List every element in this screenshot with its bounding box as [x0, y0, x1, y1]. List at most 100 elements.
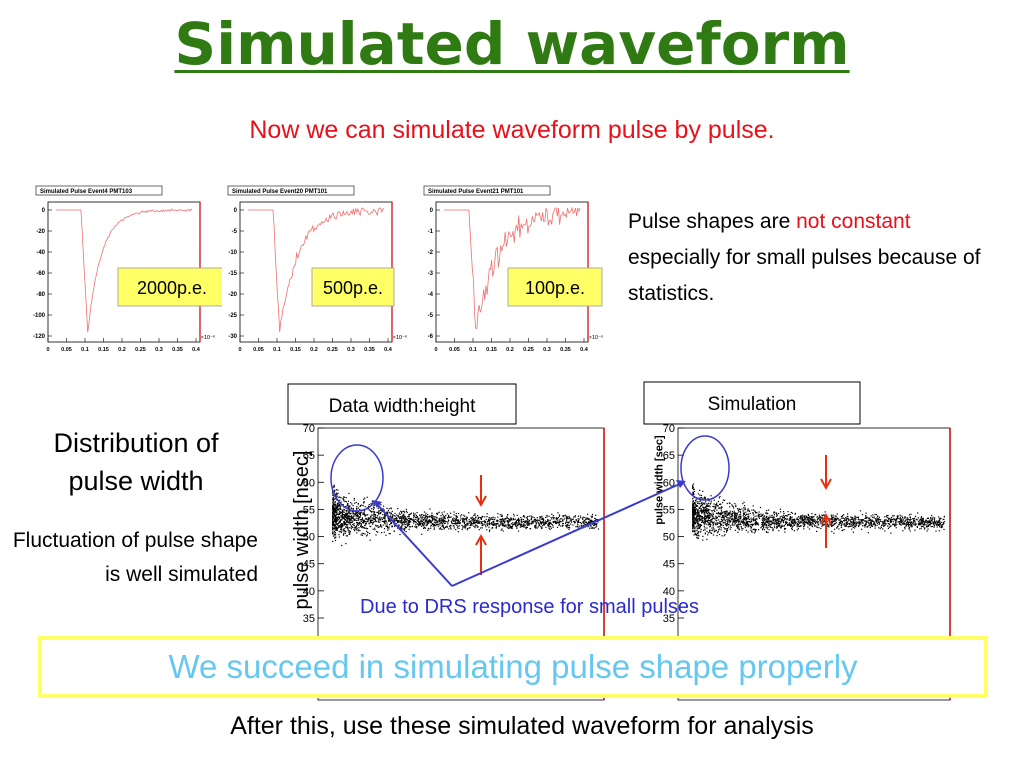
dot	[476, 519, 478, 521]
dot	[405, 520, 407, 522]
dot	[692, 508, 694, 510]
dot	[345, 523, 347, 525]
y-tick-label: -20	[36, 229, 45, 235]
dot	[920, 525, 923, 527]
dot	[914, 521, 916, 523]
dot	[785, 515, 787, 517]
dot	[348, 521, 350, 523]
dot	[803, 518, 805, 521]
dot	[737, 531, 739, 533]
dot	[802, 516, 804, 518]
dot	[702, 498, 704, 500]
dot	[399, 513, 401, 515]
dot	[713, 521, 715, 523]
dot	[450, 520, 452, 522]
dot	[727, 517, 729, 519]
dot	[570, 518, 572, 520]
dot	[541, 527, 543, 530]
dot	[697, 527, 699, 529]
dot	[558, 515, 561, 517]
dot	[918, 522, 920, 524]
dot	[462, 520, 464, 522]
dot	[874, 513, 876, 516]
dot	[736, 518, 738, 520]
dot	[709, 524, 711, 526]
dot	[463, 518, 465, 520]
dot	[878, 523, 880, 525]
dot	[726, 517, 728, 519]
dot	[931, 519, 933, 521]
dot	[698, 524, 700, 527]
dot	[352, 520, 354, 522]
dot	[356, 523, 358, 526]
dot	[522, 516, 524, 518]
dot	[430, 515, 432, 517]
y-tick-label: 50	[303, 532, 315, 544]
dot	[731, 504, 733, 506]
dot	[811, 516, 813, 519]
dot	[740, 515, 742, 517]
dot	[847, 521, 849, 523]
dot	[342, 516, 344, 518]
dot	[704, 520, 706, 522]
dot	[701, 516, 703, 518]
dot	[350, 502, 352, 504]
dot	[354, 530, 356, 532]
dot	[421, 524, 423, 526]
dot	[492, 516, 494, 518]
dot	[789, 524, 791, 526]
dot	[831, 522, 833, 524]
dot	[693, 523, 696, 525]
dot	[474, 521, 477, 523]
dot	[707, 505, 709, 507]
dot	[545, 521, 547, 524]
dot	[377, 526, 379, 528]
dot	[871, 519, 873, 521]
dot	[432, 525, 434, 527]
dot	[595, 518, 597, 521]
dot	[705, 515, 707, 517]
dot	[507, 525, 509, 527]
dot	[924, 527, 926, 529]
dot	[592, 527, 594, 530]
dot	[347, 504, 349, 506]
note-text: especially for small pulses because of s…	[628, 246, 981, 305]
dot	[473, 519, 475, 522]
dot	[876, 524, 878, 526]
dot	[351, 511, 353, 513]
dot	[406, 522, 408, 524]
dot	[728, 517, 730, 519]
dot	[334, 507, 336, 509]
dot	[723, 514, 725, 516]
dot	[708, 520, 710, 522]
dot	[423, 511, 425, 513]
dot	[584, 524, 587, 526]
dot	[787, 524, 789, 526]
dot	[850, 516, 852, 518]
dot	[333, 515, 335, 518]
dot	[457, 522, 460, 524]
dot	[834, 519, 836, 521]
dot	[883, 521, 885, 523]
dot	[458, 525, 460, 527]
dot	[347, 523, 349, 526]
dot	[557, 521, 559, 523]
dot	[693, 483, 695, 485]
dot	[714, 506, 716, 508]
dot	[708, 502, 710, 504]
dot	[866, 516, 868, 518]
dot	[940, 521, 942, 523]
dot	[408, 517, 410, 519]
dot	[938, 516, 940, 518]
dot	[707, 517, 709, 519]
dot	[338, 526, 340, 528]
dot	[356, 522, 358, 524]
dot	[508, 521, 510, 523]
dot	[450, 516, 452, 518]
dot	[692, 514, 694, 516]
dot	[734, 529, 737, 531]
dot	[523, 525, 525, 527]
dot	[333, 513, 336, 515]
dot	[804, 521, 806, 523]
dot	[466, 516, 468, 518]
